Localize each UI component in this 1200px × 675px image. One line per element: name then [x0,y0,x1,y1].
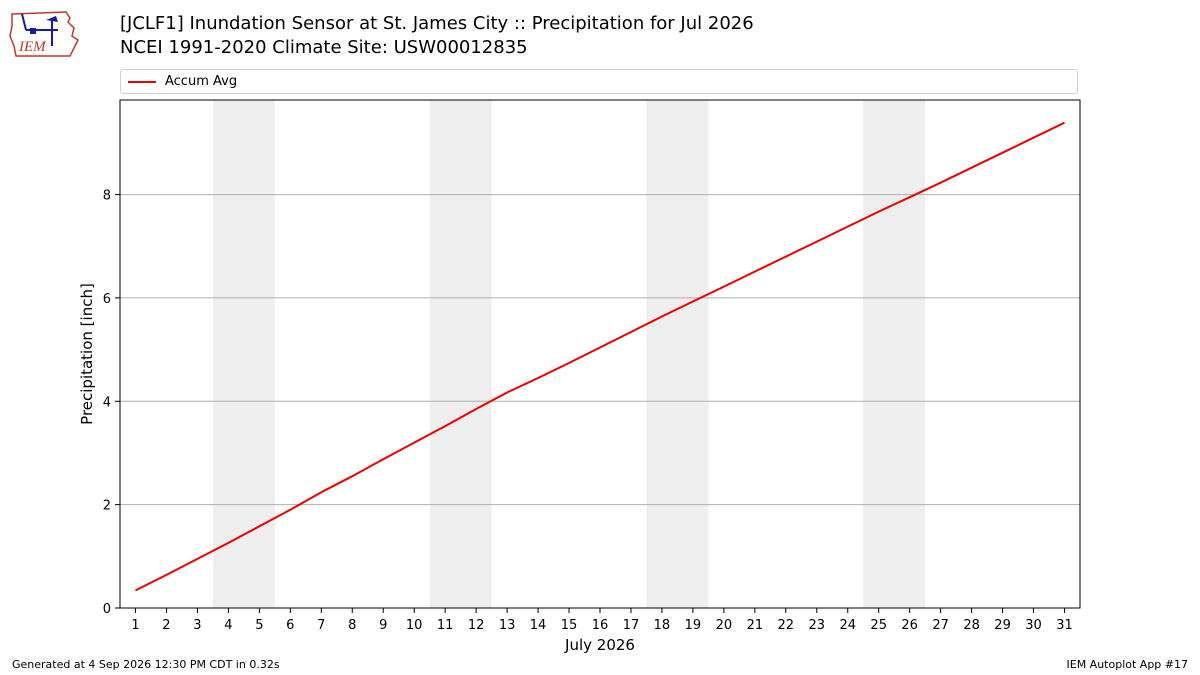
footer-generated: Generated at 4 Sep 2026 12:30 PM CDT in … [12,658,280,671]
x-tick-label-2: 2 [162,618,170,633]
x-tick-label-9: 9 [379,618,387,633]
logo-text: IEM [18,39,47,55]
x-tick-label-22: 22 [778,618,795,633]
weekend-band-2 [429,100,492,608]
x-tick-label-14: 14 [530,618,547,633]
x-tick-label-11: 11 [437,618,454,633]
x-tick-label-6: 6 [286,618,294,633]
x-tick-label-15: 15 [561,618,578,633]
x-tick-label-1: 1 [131,618,139,633]
legend: Accum Avg [120,69,1078,94]
x-tick-label-10: 10 [406,618,423,633]
x-tick-label-29: 29 [994,618,1011,633]
x-tick-label-25: 25 [870,618,887,633]
x-tick-label-21: 21 [747,618,764,633]
y-tick-label-0: 0 [103,602,111,617]
x-tick-label-12: 12 [468,618,485,633]
x-tick-label-26: 26 [901,618,918,633]
footer-app: IEM Autoplot App #17 [1066,658,1189,671]
y-tick-label-4: 4 [103,395,111,410]
y-tick-label-2: 2 [103,499,111,514]
x-tick-label-19: 19 [685,618,702,633]
weekend-band-1 [212,100,275,608]
x-tick-label-23: 23 [809,618,826,633]
x-tick-label-16: 16 [592,618,609,633]
x-tick-label-5: 5 [255,618,263,633]
iowa-outline-icon [9,11,79,57]
x-tick-label-3: 3 [193,618,201,633]
y-tick-label-8: 8 [103,189,111,204]
weekend-band-3 [646,100,709,608]
x-tick-label-31: 31 [1056,618,1073,633]
x-tick-label-4: 4 [224,618,232,633]
chart-subtitle: NCEI 1991-2020 Climate Site: USW00012835 [120,37,528,58]
series-line-accum-avg [135,121,1065,592]
legend-label-accum-avg: Accum Avg [165,74,238,89]
x-tick-label-28: 28 [963,618,980,633]
x-tick-label-18: 18 [654,618,671,633]
y-axis-label: Precipitation [inch] [78,283,96,425]
y-tick-label-6: 6 [103,292,111,307]
x-tick-label-13: 13 [499,618,516,633]
weekend-band-4 [863,100,926,608]
x-tick-label-8: 8 [348,618,356,633]
x-tick-label-7: 7 [317,618,325,633]
x-tick-label-24: 24 [839,618,856,633]
chart-title: [JCLF1] Inundation Sensor at St. James C… [120,13,754,34]
x-axis-label: July 2026 [564,636,635,654]
x-tick-label-27: 27 [932,618,949,633]
x-tick-label-17: 17 [623,618,640,633]
x-tick-label-20: 20 [716,618,733,633]
iem-logo: IEM [9,11,79,57]
legend-swatch-accum-avg [128,81,156,83]
x-tick-label-30: 30 [1025,618,1042,633]
